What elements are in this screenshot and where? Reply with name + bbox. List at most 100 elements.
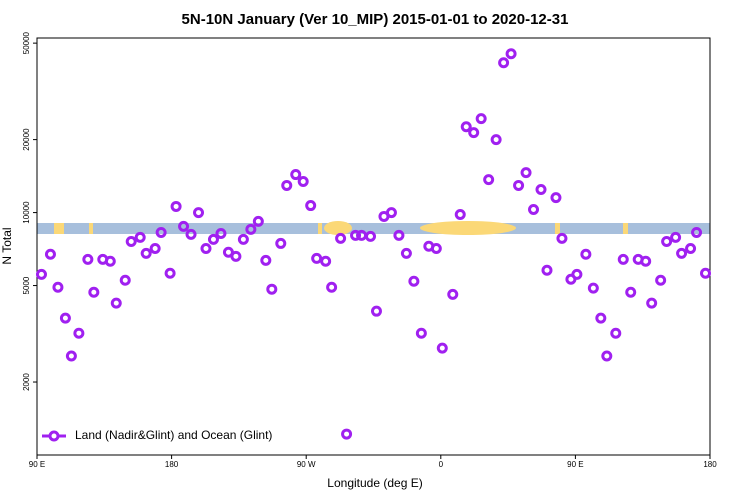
point — [149, 242, 161, 254]
point — [281, 179, 293, 191]
point — [505, 48, 517, 60]
point — [320, 255, 332, 267]
point — [475, 113, 487, 125]
point — [468, 127, 480, 139]
y-axis-label: N Total — [0, 227, 14, 264]
point — [356, 229, 368, 241]
point — [230, 250, 242, 262]
point — [601, 350, 613, 362]
y-tick-label: 10000 — [22, 201, 31, 224]
point — [415, 327, 427, 339]
x-axis-label: Longitude (deg E) — [327, 476, 422, 490]
point — [520, 167, 532, 179]
point — [134, 231, 146, 243]
point — [393, 229, 405, 241]
point — [625, 286, 637, 298]
point — [498, 57, 510, 69]
point — [59, 312, 71, 324]
point — [408, 275, 420, 287]
point — [528, 203, 540, 215]
point — [65, 350, 77, 362]
point — [73, 327, 85, 339]
point — [82, 253, 94, 265]
point — [104, 255, 116, 267]
point — [185, 228, 197, 240]
x-tick-label: 90 E — [567, 460, 583, 469]
point — [676, 247, 688, 259]
point — [200, 242, 212, 254]
point — [365, 230, 377, 242]
point — [670, 231, 682, 243]
point — [370, 305, 382, 317]
point — [297, 176, 309, 188]
point — [88, 286, 100, 298]
point — [52, 281, 64, 293]
point — [326, 281, 338, 293]
point — [290, 169, 302, 181]
point — [556, 232, 568, 244]
point — [215, 227, 227, 239]
point — [140, 247, 152, 259]
x-tick-label: 0 — [439, 460, 444, 469]
point — [436, 342, 448, 354]
point — [385, 207, 397, 219]
legend-label: Land (Nadir&Glint) and Ocean (Glint) — [75, 428, 272, 442]
point — [110, 297, 122, 309]
point — [541, 264, 553, 276]
point — [691, 226, 703, 238]
point — [646, 297, 658, 309]
point — [400, 247, 412, 259]
point — [661, 235, 673, 247]
point — [266, 283, 278, 295]
legend: Land (Nadir&Glint) and Ocean (Glint) — [42, 428, 272, 442]
point — [245, 223, 257, 235]
point — [513, 179, 525, 191]
point — [207, 233, 219, 245]
point — [550, 192, 562, 204]
ocean-band — [37, 223, 710, 234]
point — [454, 208, 466, 220]
point — [305, 200, 317, 212]
point — [571, 268, 583, 280]
plot-frame — [36, 37, 711, 456]
y-tick-label: 50000 — [22, 31, 31, 54]
point — [700, 267, 712, 279]
point — [178, 220, 190, 232]
point — [490, 134, 502, 146]
point — [595, 312, 607, 324]
point — [483, 174, 495, 186]
x-tick-label: 90 W — [297, 460, 316, 469]
point — [460, 121, 472, 133]
point — [610, 327, 622, 339]
point — [341, 428, 353, 440]
y-tick-label: 20000 — [22, 128, 31, 151]
point — [587, 282, 599, 294]
chart-title: 5N-10N January (Ver 10_MIP) 2015-01-01 t… — [182, 11, 569, 28]
point — [155, 226, 167, 238]
y-tick-label: 2000 — [22, 373, 31, 391]
point — [119, 274, 131, 286]
x-tick-label: 90 E — [29, 460, 45, 469]
point — [252, 215, 264, 227]
point — [430, 242, 442, 254]
y-tick-label: 5000 — [22, 276, 31, 294]
point — [275, 237, 287, 249]
point — [44, 248, 56, 260]
x-tick-label: 180 — [165, 460, 179, 469]
point — [311, 252, 323, 264]
point — [655, 274, 667, 286]
point — [447, 288, 459, 300]
point — [35, 268, 47, 280]
point — [350, 229, 362, 241]
point — [335, 232, 347, 244]
point — [617, 253, 629, 265]
point — [640, 255, 652, 267]
point — [685, 242, 697, 254]
land-patches — [54, 221, 628, 235]
point — [580, 248, 592, 260]
point — [535, 184, 547, 196]
point — [170, 200, 182, 212]
legend-marker — [48, 430, 60, 442]
point — [125, 235, 137, 247]
